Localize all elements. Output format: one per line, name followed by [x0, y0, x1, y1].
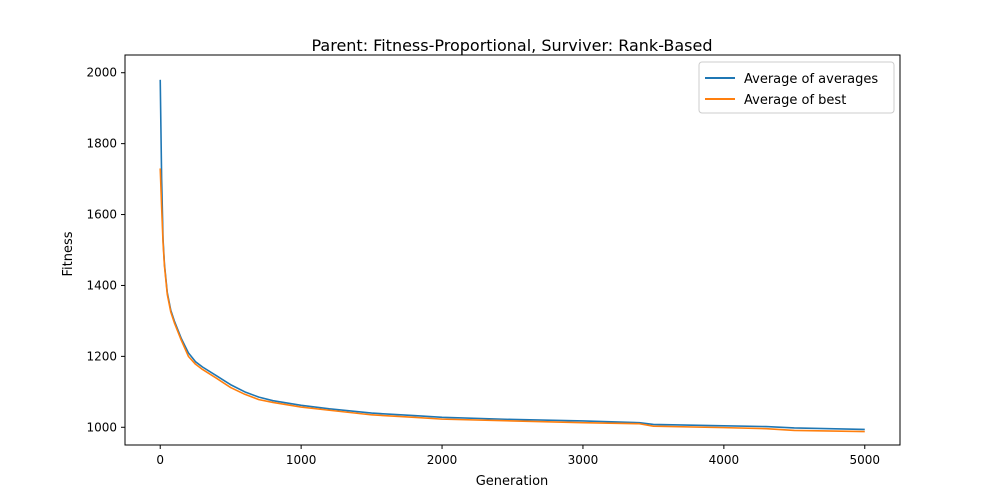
x-axis-label: Generation [476, 474, 549, 489]
chart-title: Parent: Fitness-Proportional, Surviver: … [311, 36, 712, 55]
x-tick-label: 5000 [849, 453, 880, 467]
legend-box [698, 61, 895, 114]
y-axis-label: Fitness [61, 231, 76, 276]
y-tick-label: 1200 [86, 349, 117, 363]
legend-label-average-of-averages: Average of averages [744, 72, 878, 87]
y-tick-label: 1800 [86, 137, 117, 151]
y-tick-label: 1400 [86, 278, 117, 292]
plot-frame [124, 54, 901, 446]
y-axis: 1000 1200 1400 1600 1800 2000 [86, 66, 125, 434]
legend: Average of averages Average of best [698, 61, 895, 114]
y-tick-label: 2000 [86, 66, 117, 80]
series-layer [159, 79, 865, 433]
legend-label-average-of-best: Average of best [744, 93, 846, 108]
x-tick-label: 2000 [427, 453, 458, 467]
x-tick-label: 0 [156, 453, 164, 467]
x-tick-label: 3000 [568, 453, 599, 467]
y-tick-label: 1600 [86, 208, 117, 222]
x-tick-label: 4000 [709, 453, 740, 467]
x-axis: 0 1000 2000 3000 4000 5000 [156, 445, 880, 467]
x-tick-label: 1000 [286, 453, 317, 467]
series-line-average-of-best [159, 168, 865, 433]
y-tick-label: 1000 [86, 420, 117, 434]
